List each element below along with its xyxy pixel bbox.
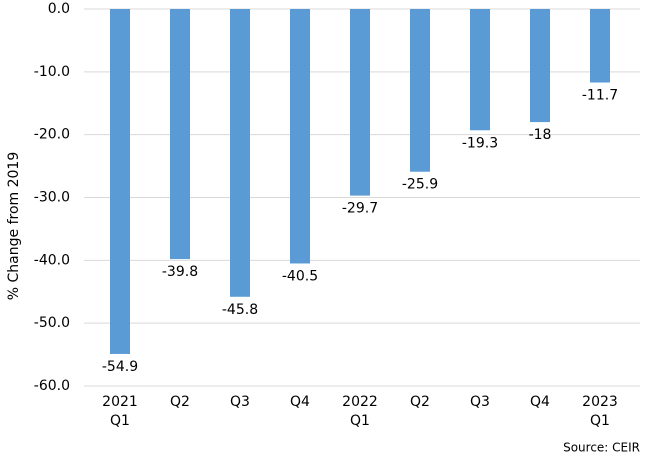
y-axis-label: % Change from 2019: [6, 152, 22, 300]
value-label: -19.3: [462, 135, 498, 151]
source: Source: CEIR: [563, 441, 640, 455]
x-tick-label: Q4: [290, 394, 310, 410]
y-tick-label: -40.0: [34, 252, 70, 268]
x-tick-label: 2021 Q1: [102, 394, 138, 429]
value-label: -40.5: [282, 268, 318, 284]
y-tick-label: -50.0: [34, 315, 70, 331]
x-tick-label: Q3: [470, 394, 490, 410]
y-tick-label: -30.0: [34, 190, 70, 206]
bar: [170, 9, 190, 260]
y-tick-label: -60.0: [34, 378, 70, 394]
x-tick-label: 2023 Q1: [582, 394, 618, 429]
x-tick-label: Q2: [410, 394, 430, 410]
bar: [470, 9, 490, 131]
bar: [410, 9, 430, 172]
y-tick-label: -20.0: [34, 127, 70, 143]
y-tick-label: 0.0: [48, 1, 70, 17]
value-label: -18: [529, 127, 552, 143]
value-label: -11.7: [582, 88, 618, 104]
bar: [590, 9, 610, 83]
x-tick-label: Q3: [230, 394, 250, 410]
x-tick-label: 2022 Q1: [342, 394, 378, 429]
bar: [290, 9, 310, 264]
bar: [230, 9, 250, 297]
value-label: -25.9: [402, 177, 438, 193]
bar: [110, 9, 130, 354]
bar: [530, 9, 550, 123]
x-tick-label: Q2: [170, 394, 190, 410]
value-label: -29.7: [342, 201, 378, 217]
value-label: -45.8: [222, 302, 258, 318]
y-tick-label: -10.0: [34, 64, 70, 80]
value-label: -39.8: [162, 264, 198, 280]
x-tick-label: Q4: [530, 394, 550, 410]
value-label: -54.9: [102, 359, 138, 375]
bar: [350, 9, 370, 196]
